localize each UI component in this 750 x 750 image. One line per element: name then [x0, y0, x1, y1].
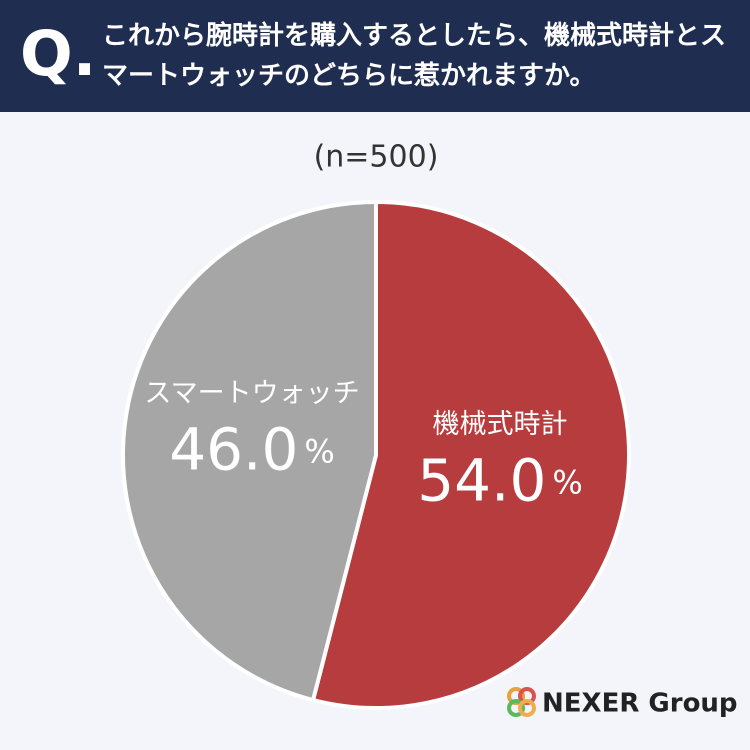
slice-label: スマートウォッチ	[144, 378, 359, 409]
pie-slice	[310, 199, 631, 710]
chart-subtitle: (n=500)	[314, 140, 439, 175]
slice-label: 機械式時計	[433, 409, 568, 440]
value-label: 46.0%	[169, 415, 335, 483]
header: Q. これから腕時計を購入するとしたら、機械式時計とスマートウォッチのどちらに惹…	[0, 0, 750, 112]
chart-title: これから腕時計を購入するとしたら、機械式時計とスマートウォッチのどちらに惹かれま…	[102, 21, 727, 91]
question-mark: Q.	[20, 17, 97, 90]
value-unit: %	[552, 464, 582, 502]
value-number: 46.0	[169, 415, 298, 483]
logo-icon	[507, 687, 536, 717]
pie-slice	[121, 199, 378, 703]
value-number: 54.0	[417, 447, 546, 515]
logo-text: NEXER Group	[542, 689, 738, 719]
value-label: 54.0%	[417, 447, 583, 515]
value-unit: %	[304, 432, 334, 470]
